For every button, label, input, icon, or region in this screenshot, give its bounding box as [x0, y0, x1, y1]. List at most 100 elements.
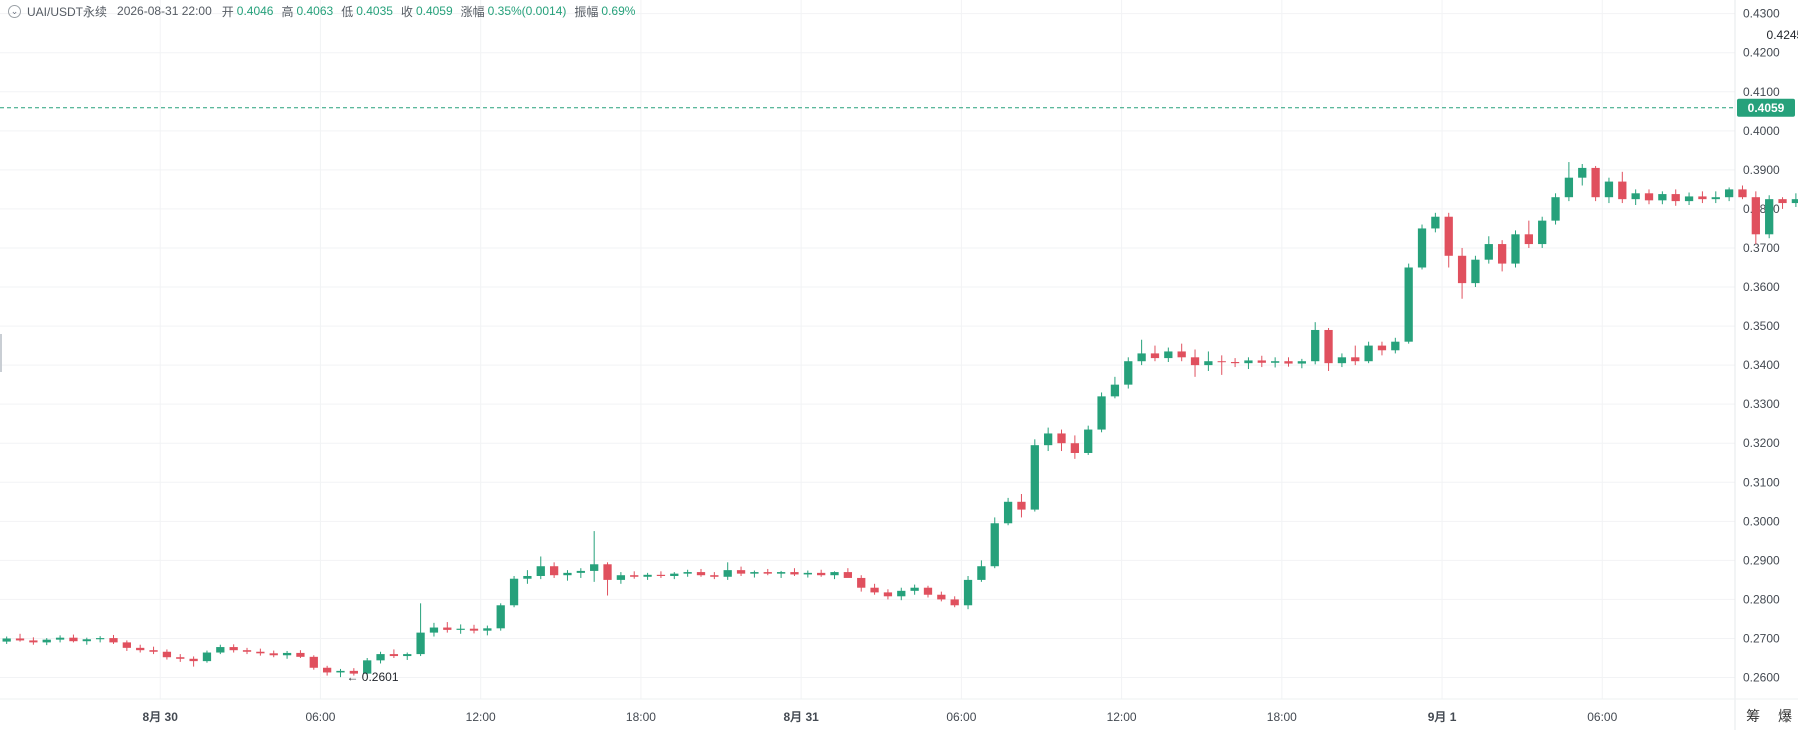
candle-body — [469, 628, 479, 631]
candle-body — [69, 637, 78, 642]
candle-body — [42, 639, 51, 643]
candle-body — [1364, 345, 1373, 362]
candle-body — [456, 628, 465, 630]
candle-body — [1137, 353, 1146, 362]
candle-body — [1017, 501, 1026, 510]
candle-body — [1618, 181, 1627, 200]
change-value: 0.35%(0.0014) — [487, 4, 567, 18]
candle-body — [363, 660, 372, 674]
candle-body — [763, 572, 772, 574]
candle-body — [1284, 361, 1293, 364]
y-tick-label: 0.3200 — [1743, 436, 1780, 450]
candle-body — [1030, 445, 1039, 510]
candle-body — [1324, 329, 1333, 364]
candle-body — [1591, 167, 1600, 198]
candle-body — [1311, 329, 1320, 362]
candle-body — [1778, 199, 1787, 204]
candle-body — [1765, 199, 1774, 235]
candle-body — [189, 658, 198, 662]
y-tick-label: 0.2800 — [1743, 592, 1780, 606]
chevron-down-icon[interactable]: ⌄ — [8, 4, 21, 18]
candle-body — [1110, 384, 1120, 397]
candle-body — [309, 656, 318, 668]
candle-body — [1217, 361, 1226, 363]
candle-body — [82, 639, 91, 642]
candle-body — [1484, 244, 1493, 260]
y-tick-label: 0.3300 — [1743, 397, 1780, 411]
y-tick-label: 0.3700 — [1743, 241, 1780, 255]
liquidation-button[interactable]: 爆 — [1778, 708, 1792, 724]
candle-body — [817, 572, 826, 576]
candle-body — [1177, 351, 1186, 358]
x-tick-label: 9月 1 — [1428, 710, 1457, 724]
candle-body — [1391, 341, 1400, 351]
candle-body — [349, 670, 358, 674]
candle-body — [523, 575, 532, 579]
candle-body — [1097, 396, 1106, 430]
candle-body — [883, 592, 893, 597]
candle-body — [1791, 199, 1798, 204]
candle-body — [202, 652, 212, 662]
candle-body — [576, 570, 585, 573]
high-value: 0.4063 — [296, 4, 334, 18]
ohlc-header: ⌄ UAI/USDT永续 2026-08-31 22:00 开 0.4046 高… — [0, 0, 643, 22]
y-tick-label: 0.3400 — [1743, 358, 1780, 372]
candle-body — [630, 575, 639, 577]
candle-body — [549, 566, 559, 576]
candle-body — [483, 628, 492, 631]
x-tick-label: 12:00 — [1107, 710, 1137, 724]
candle-body — [603, 564, 612, 580]
x-tick-label: 12:00 — [466, 710, 496, 724]
y-tick-label: 0.2900 — [1743, 553, 1780, 567]
candle-body — [1551, 197, 1560, 221]
candle-body — [1471, 259, 1480, 284]
candle-body — [1524, 234, 1533, 245]
candle-body — [1003, 501, 1013, 524]
last-price-tag — [1737, 98, 1795, 117]
chip-distribution-button[interactable]: 筹 — [1746, 708, 1761, 724]
y-tick-label: 0.2700 — [1743, 631, 1780, 645]
candle-body — [1164, 351, 1173, 359]
candle-body — [830, 572, 839, 576]
open-value: 0.4046 — [236, 4, 274, 18]
y-tick-label: 0.3900 — [1743, 163, 1780, 177]
bottom-right-tools: 筹 爆 — [1732, 706, 1792, 726]
candle-body — [590, 564, 599, 571]
candle-body — [1751, 197, 1760, 235]
candle-body — [1057, 433, 1066, 444]
candle-body — [1564, 177, 1574, 198]
candle-datetime: 2026-08-31 22:00 — [117, 4, 212, 18]
candle-body — [1044, 433, 1053, 446]
candle-body — [269, 653, 278, 656]
candle-body — [242, 650, 252, 652]
candle-body — [1671, 194, 1680, 202]
candle-body — [670, 573, 679, 576]
candle-body — [536, 566, 545, 576]
candle-body — [1404, 267, 1413, 342]
candle-body — [1070, 443, 1080, 453]
candle-body — [256, 651, 265, 654]
candle-body — [857, 577, 866, 588]
y-tick-label: 0.3500 — [1743, 319, 1780, 333]
left-resize-handle[interactable] — [0, 334, 2, 372]
candle-body — [1644, 193, 1654, 201]
candle-body — [1431, 216, 1440, 229]
candle-body — [1230, 361, 1240, 364]
candle-body — [1631, 193, 1640, 200]
candle-body — [723, 570, 732, 577]
y-tick-label: 0.3800 — [1743, 202, 1780, 216]
candle-body — [336, 670, 345, 673]
candle-body — [403, 654, 412, 657]
candle-body — [1244, 360, 1253, 364]
last-price-label: 0.4059 — [1748, 101, 1785, 115]
high-annotation: 0.4245 → — [1767, 28, 1798, 42]
candle-body — [1578, 167, 1587, 178]
candle-body — [1190, 357, 1200, 366]
candle-body — [710, 575, 719, 577]
close-value: 0.4059 — [415, 4, 453, 18]
candle-body — [1444, 216, 1453, 256]
y-tick-label: 0.3100 — [1743, 475, 1780, 489]
candle-body — [843, 572, 853, 578]
